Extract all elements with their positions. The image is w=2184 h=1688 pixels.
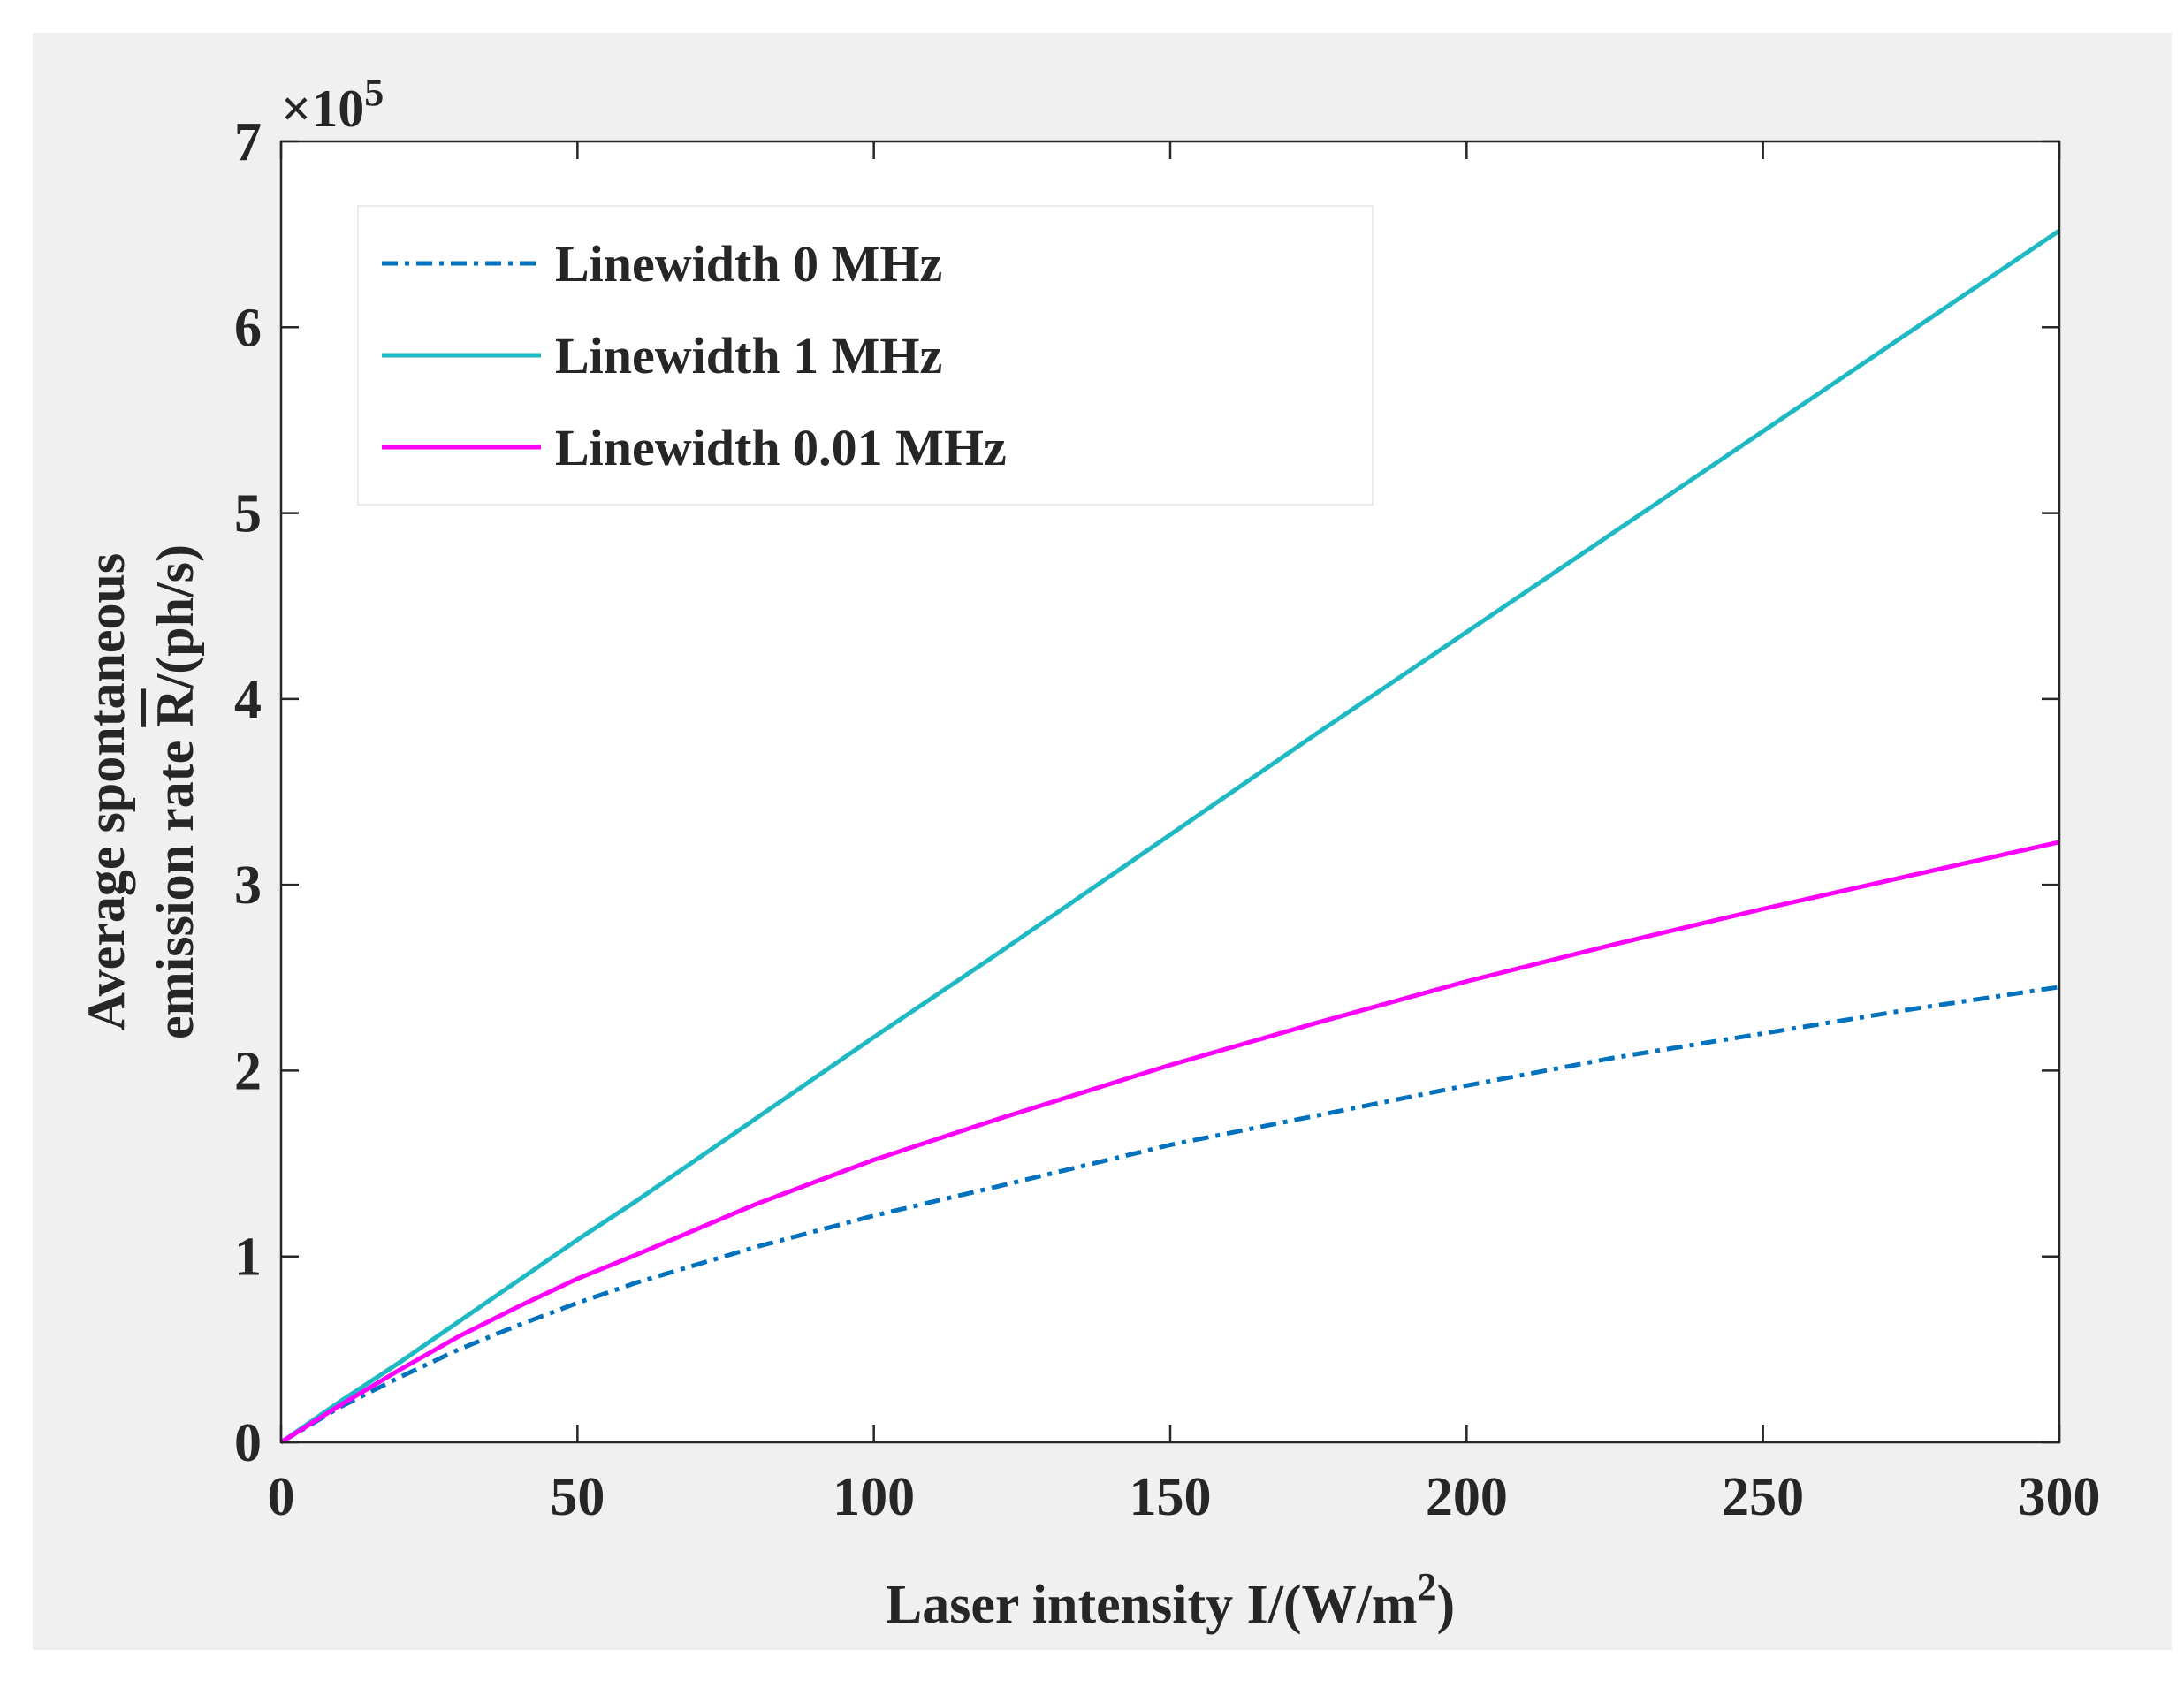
ticks-layer: 0 50 100 150 200 250 300 0 1 2 3 4 5 6 7	[234, 112, 2101, 1527]
x-tick-label: 0	[268, 1467, 295, 1527]
y-tick-label: 2	[234, 1041, 262, 1101]
y-tick-label: 4	[234, 670, 262, 730]
y-tick-label: 6	[234, 298, 262, 358]
x-tick-label: 200	[1426, 1467, 1508, 1527]
y-axis-multiplier: ×105	[281, 71, 384, 138]
series-line-3	[279, 840, 2060, 1445]
legend-label-3: Linewidth 0.01 MHz	[555, 419, 1007, 476]
x-tick-label: 100	[833, 1467, 915, 1527]
legend-label-1: Linewidth 0 MHz	[555, 235, 942, 293]
y-tick-label: 0	[234, 1413, 262, 1473]
y-axis-label-line2: emission rate R/(ph/s)	[146, 544, 204, 1039]
series-line-1	[279, 985, 2060, 1445]
series-layer	[279, 228, 2061, 1445]
y-tick-label: 3	[234, 855, 262, 916]
x-tick-label: 300	[2019, 1467, 2101, 1527]
x-axis-label: Laser intensity I/(W/m2)	[886, 1565, 1455, 1635]
y-tick-label: 7	[234, 112, 262, 172]
y-axis-label-line1: Average spontaneous	[77, 553, 135, 1031]
y-axis-label: Average spontaneous emission rate R/(ph/…	[77, 544, 204, 1039]
x-tick-label: 50	[550, 1467, 605, 1527]
y-tick-label: 5	[234, 484, 262, 544]
x-tick-label: 150	[1130, 1467, 1212, 1527]
x-tick-label: 250	[1722, 1467, 1804, 1527]
y-tick-label: 1	[234, 1228, 262, 1288]
series-line-2	[279, 228, 2061, 1445]
legend: Linewidth 0 MHz Linewidth 1 MHz Linewidth …	[357, 205, 1374, 506]
legend-label-2: Linewidth 1 MHz	[555, 327, 942, 384]
